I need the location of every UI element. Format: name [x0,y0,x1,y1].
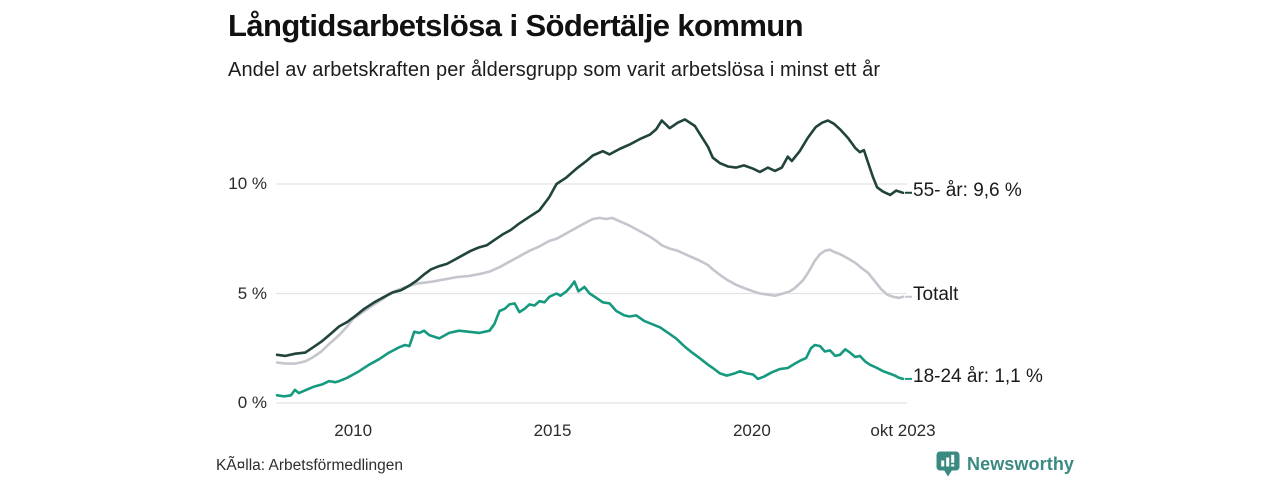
y-axis-tick-label: 5 % [237,283,267,303]
x-axis-tick-label: 2015 [533,421,572,440]
series-end-label: 18-24 år: 1,1 % [913,365,1043,387]
newsworthy-wordmark: Newsworthy [967,453,1075,474]
series-end-label: Totalt [913,283,959,305]
x-axis-tick-label: okt 2023 [870,421,936,440]
series-line-Totalt [275,216,905,365]
source-credit: KÃ¤lla: Arbetsförmedlingen [216,457,403,474]
x-axis-tick-label: 2010 [334,421,373,440]
x-axis-tick-label: 2020 [732,421,771,440]
newsworthy-logo[interactable]: Newsworthy [936,450,1074,478]
series-line-18-24r [275,280,905,398]
series-line-55-r [275,118,905,358]
y-axis-tick-label: 0 % [237,393,267,412]
newsworthy-pin-icon [936,451,960,476]
page-subtitle: Andel av arbetskraften per åldersgrupp s… [228,59,881,81]
y-axis-tick-label: 10 % [228,174,267,193]
series-end-label: 55- år: 9,6 % [913,179,1022,201]
page-title: Långtidsarbetslösa i Södertälje kommun [228,8,804,43]
